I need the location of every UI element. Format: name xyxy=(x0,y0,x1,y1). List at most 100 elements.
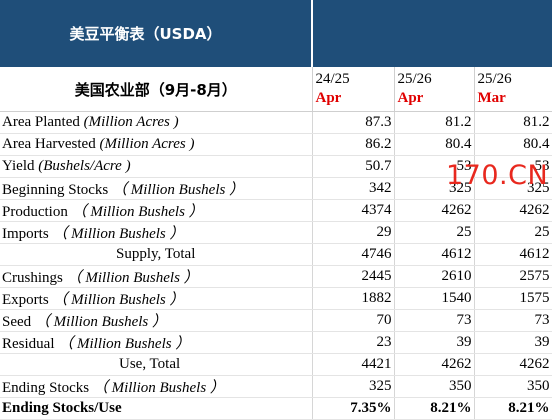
row-unit: （ Million Bushels ） xyxy=(52,226,185,242)
value-cell-col1: 325 xyxy=(312,375,395,398)
row-label-text: Imports xyxy=(2,226,49,242)
column-header-1: 24/25 Apr xyxy=(312,67,395,112)
row-label-text: Use, Total xyxy=(119,356,181,372)
value-cell-col3: 81.2 xyxy=(474,111,552,134)
value-cell-col3: 4612 xyxy=(474,243,552,266)
row-label: Area Planted (Million Acres ) xyxy=(0,111,313,134)
table-row: Seed （ Million Bushels ） 70 73 73 xyxy=(0,309,552,332)
row-label: Seed （ Million Bushels ） xyxy=(0,309,313,332)
value-cell-col2: 4262 xyxy=(394,353,475,376)
column-month-3: Mar xyxy=(477,90,506,106)
column-year-2: 25/26 xyxy=(397,71,432,87)
value-cell-col1: 342 xyxy=(312,177,395,200)
value-cell-col2: 53 xyxy=(394,155,475,178)
value-cell-col3: 350 xyxy=(474,375,552,398)
row-label: Imports （ Million Bushels ） xyxy=(0,221,313,244)
row-unit: (Bushels/Acre ) xyxy=(38,158,131,174)
value-cell-col2: 350 xyxy=(394,375,475,398)
table-row: Ending Stocks （ Million Bushels ） 325 350 3… xyxy=(0,375,552,398)
row-label: Area Harvested (Million Acres ) xyxy=(0,133,313,156)
row-label: Production （ Million Bushels ） xyxy=(0,199,313,222)
table-body: Area Planted (Million Acres ) 87.3 81.2 81.… xyxy=(0,111,552,420)
table-title-row: 美豆平衡表（USDA） xyxy=(0,0,552,67)
row-unit: （ Million Bushels ） xyxy=(58,336,191,352)
row-label-text: Beginning Stocks xyxy=(2,182,109,198)
table-row: Area Harvested (Million Acres ) 86.2 80.4 8… xyxy=(0,133,552,156)
row-label: Exports （ Million Bushels ） xyxy=(0,287,313,310)
value-cell-col2: 325 xyxy=(394,177,475,200)
table-row: Production （ Million Bushels ） 4374 4262 42… xyxy=(0,199,552,222)
value-cell-col2: 39 xyxy=(394,331,475,354)
value-cell-col2: 1540 xyxy=(394,287,475,310)
row-label: Yield (Bushels/Acre ) xyxy=(0,155,313,178)
row-unit: （ Million Bushels ） xyxy=(92,380,225,396)
value-cell-col1: 7.35% xyxy=(312,397,395,420)
value-cell-col3: 1575 xyxy=(474,287,552,310)
row-label: Ending Stocks/Use xyxy=(0,397,313,420)
title-fill xyxy=(312,0,552,67)
value-cell-col1: 4374 xyxy=(312,199,395,222)
value-cell-col2: 4262 xyxy=(394,199,475,222)
value-cell-col3: 80.4 xyxy=(474,133,552,156)
column-year-3: 25/26 xyxy=(477,71,512,87)
row-label: Residual （ Million Bushels ） xyxy=(0,331,313,354)
value-cell-col1: 4746 xyxy=(312,243,395,266)
row-unit: （ Million Bushels ） xyxy=(34,314,167,330)
value-cell-col3: 325 xyxy=(474,177,552,200)
row-unit: （ Million Bushels ） xyxy=(66,270,199,286)
row-label: Beginning Stocks （ Million Bushels ） xyxy=(0,177,313,200)
row-label-text: Area Planted xyxy=(2,114,80,130)
value-cell-col3: 25 xyxy=(474,221,552,244)
value-cell-col2: 81.2 xyxy=(394,111,475,134)
value-cell-col1: 2445 xyxy=(312,265,395,288)
value-cell-col1: 29 xyxy=(312,221,395,244)
column-header-2: 25/26 Apr xyxy=(394,67,475,112)
column-year-1: 24/25 xyxy=(315,71,350,87)
row-label-text: Exports xyxy=(2,292,49,308)
value-cell-col3: 4262 xyxy=(474,199,552,222)
row-label: Use, Total xyxy=(0,353,313,376)
row-unit: （ Million Bushels ） xyxy=(112,182,245,198)
value-cell-col1: 23 xyxy=(312,331,395,354)
value-cell-col1: 1882 xyxy=(312,287,395,310)
column-header-row: 美国农业部（9月-8月） 24/25 Apr 25/26 Apr 25/26 M… xyxy=(0,67,552,112)
table-row: Yield (Bushels/Acre ) 50.7 53 53 xyxy=(0,155,552,178)
row-label: Ending Stocks （ Million Bushels ） xyxy=(0,375,313,398)
column-month-1: Apr xyxy=(315,90,342,106)
value-cell-col1: 86.2 xyxy=(312,133,395,156)
row-label-text: Seed xyxy=(2,314,32,330)
row-label: Supply, Total xyxy=(0,243,313,266)
watermark: 170.CN xyxy=(446,160,549,191)
row-label-text: Production xyxy=(2,204,68,220)
value-cell-col2: 4612 xyxy=(394,243,475,266)
value-cell-col1: 4421 xyxy=(312,353,395,376)
column-month-2: Apr xyxy=(397,90,424,106)
value-cell-col3: 2575 xyxy=(474,265,552,288)
row-label-text: Ending Stocks xyxy=(2,380,90,396)
value-cell-col2: 80.4 xyxy=(394,133,475,156)
row-unit: (Million Acres ) xyxy=(99,136,195,152)
row-label-text: Yield xyxy=(2,158,35,174)
table-row: Residual （ Million Bushels ） 23 39 39 xyxy=(0,331,552,354)
table-row: Area Planted (Million Acres ) 87.3 81.2 81.… xyxy=(0,111,552,134)
value-cell-col2: 2610 xyxy=(394,265,475,288)
value-cell-col3: 39 xyxy=(474,331,552,354)
table-row: Use, Total 4421 4262 4262 xyxy=(0,353,552,376)
row-unit: （ Million Bushels ） xyxy=(71,204,204,220)
row-label-text: Ending Stocks/Use xyxy=(2,400,122,416)
value-cell-col3: 8.21% xyxy=(474,397,552,420)
row-label-text: Crushings xyxy=(2,270,63,286)
value-cell-col3: 4262 xyxy=(474,353,552,376)
row-label-text: Area Harvested xyxy=(2,136,96,152)
row-unit: (Million Acres ) xyxy=(83,114,179,130)
row-label-text: Residual xyxy=(2,336,55,352)
row-label: Crushings （ Million Bushels ） xyxy=(0,265,313,288)
row-unit: （ Million Bushels ） xyxy=(52,292,185,308)
value-cell-col1: 70 xyxy=(312,309,395,332)
value-cell-col1: 50.7 xyxy=(312,155,395,178)
value-cell-col2: 8.21% xyxy=(394,397,475,420)
department-label: 美国农业部（9月-8月） xyxy=(0,67,313,112)
table-row: Imports （ Million Bushels ） 29 25 25 xyxy=(0,221,552,244)
column-header-3: 25/26 Mar xyxy=(474,67,552,112)
